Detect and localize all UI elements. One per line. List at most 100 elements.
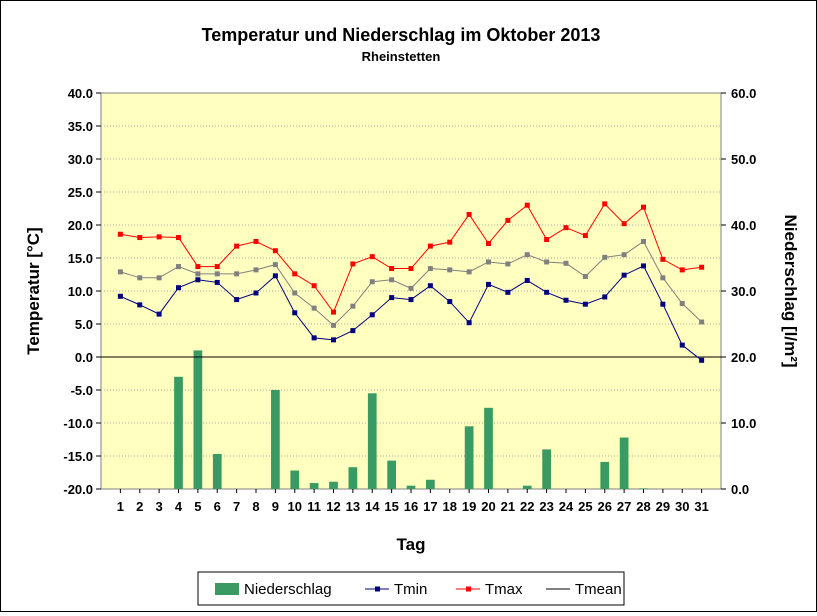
series-point-tmax (699, 264, 705, 270)
series-point-tmax (544, 237, 550, 243)
series-point-tmax (408, 266, 414, 272)
y-tick-label: 25.0 (68, 185, 93, 200)
y-tick-label: -15.0 (63, 449, 93, 464)
series-point-tmin (563, 297, 569, 303)
precip-bar (387, 460, 396, 489)
y-tick-label: -10.0 (63, 416, 93, 431)
x-tick-label: 4 (175, 499, 183, 514)
series-point-tmax (621, 221, 627, 227)
series-point-tmean (350, 303, 356, 309)
series-point-tmin (505, 289, 511, 295)
series-point-tmean (311, 305, 317, 311)
x-tick-label: 14 (365, 499, 380, 514)
y2-tick-label: 40.0 (731, 218, 756, 233)
left-axis-ticks: -20.0 -15.0 -10.0 -5.0 0.0 5.0 10.0 15.0 20.0 25.… (63, 86, 101, 497)
x-axis-title: Tag (397, 535, 426, 554)
y2-tick-label: 20.0 (731, 350, 756, 365)
series-point-tmax (447, 239, 453, 245)
series-point-tmax (253, 239, 259, 244)
series-point-tmean (234, 271, 240, 277)
x-tick-label: 5 (194, 499, 201, 514)
precip-bar (600, 461, 610, 489)
y-tick-label: 20.0 (68, 218, 93, 233)
precip-bar (522, 485, 532, 489)
series-point-tmax (292, 271, 298, 277)
gridlines (101, 125, 721, 457)
x-tick-label: 17 (423, 499, 437, 514)
precip-bar (290, 470, 300, 489)
y2-tick-label: 50.0 (731, 152, 756, 167)
temperature-lines (117, 201, 705, 363)
x-tick-label: 19 (462, 499, 476, 514)
x-tick-label: 27 (617, 499, 631, 514)
series-point-tmax (641, 204, 646, 210)
y2-tick-label: 10.0 (731, 416, 756, 431)
series-point-tmean (137, 275, 143, 281)
x-tick-label: 13 (346, 499, 360, 514)
chart-title: Temperatur und Niederschlag im Oktober 2… (202, 25, 601, 45)
series-point-tmax (389, 266, 395, 272)
legend-label-tmean: Tmean (575, 581, 622, 598)
x-tick-label: 31 (694, 499, 708, 514)
precip-bar (271, 390, 280, 489)
y-tick-label: 40.0 (68, 86, 93, 101)
series-point-tmean (292, 290, 298, 296)
series-point-tmean (563, 260, 569, 266)
series-point-tmin (253, 290, 259, 296)
series-point-tmean (253, 267, 259, 273)
series-point-tmin (486, 281, 491, 287)
precip-bar (484, 407, 493, 489)
series-point-tmean (679, 301, 685, 307)
series-point-tmin (524, 277, 530, 283)
series-point-tmax (660, 256, 666, 262)
legend-label-niederschlag: Niederschlag (244, 581, 332, 598)
x-tick-label: 21 (501, 499, 515, 514)
series-point-tmax (214, 264, 220, 270)
legend-label-tmax: Tmax (485, 581, 523, 598)
y-tick-label: 35.0 (68, 119, 93, 134)
series-point-tmax (524, 202, 530, 208)
series-point-tmin (679, 342, 685, 348)
y2-tick-label: 60.0 (731, 86, 756, 101)
series-point-tmean (486, 259, 491, 265)
series-point-tmin (621, 272, 627, 278)
x-tick-label: 20 (481, 499, 495, 514)
series-point-tmax (582, 233, 588, 239)
x-tick-label: 8 (252, 499, 259, 514)
series-point-tmin (544, 289, 550, 295)
series-point-tmin (369, 312, 375, 318)
series-point-tmean (699, 319, 705, 325)
series-point-tmean (660, 275, 666, 281)
series-point-tmin (311, 335, 317, 341)
x-tick-label: 23 (539, 499, 553, 514)
x-tick-label: 22 (520, 499, 534, 514)
precip-bar (329, 481, 338, 489)
series-point-tmin (582, 301, 588, 307)
series-point-tmean (369, 279, 375, 285)
series-point-tmean (156, 275, 162, 281)
right-axis-ticks: 0.0 10.0 20.0 30.0 40.0 50.0 60.0 (721, 86, 756, 497)
series-point-tmean (214, 271, 220, 277)
x-tick-label: 28 (636, 499, 650, 514)
series-point-tmin (117, 293, 123, 299)
series-point-tmean (544, 259, 550, 265)
series-point-tmin (195, 277, 201, 283)
legend-marker-tmax (466, 586, 471, 592)
precip-bar (309, 483, 319, 489)
series-point-tmean (447, 267, 453, 273)
precip-bar (619, 437, 629, 489)
x-tick-label: 15 (384, 499, 398, 514)
precip-bar (367, 393, 377, 489)
x-tick-label: 10 (288, 499, 302, 514)
series-point-tmean (602, 254, 608, 260)
y-tick-label: 0.0 (75, 350, 93, 365)
series-point-tmean (524, 252, 530, 258)
series-point-tmax (369, 254, 375, 260)
series-point-tmean (466, 269, 472, 275)
series-point-tmin (234, 297, 240, 303)
legend-label-tmin: Tmin (394, 581, 427, 598)
series-point-tmax (137, 235, 143, 241)
precip-bar (406, 485, 416, 489)
